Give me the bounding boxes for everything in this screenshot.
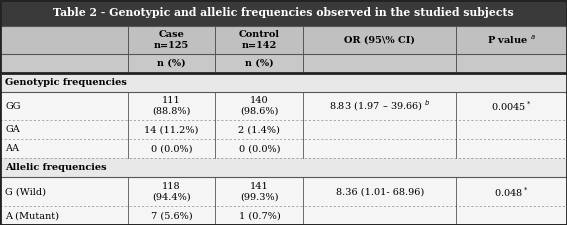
- Bar: [215, 206, 303, 225]
- Text: A (Mutant): A (Mutant): [5, 211, 59, 220]
- Text: 7 (5.6%): 7 (5.6%): [151, 211, 192, 220]
- Bar: [456, 73, 567, 92]
- Bar: [128, 73, 215, 92]
- Bar: [128, 26, 215, 54]
- Bar: [215, 26, 303, 54]
- Bar: [303, 26, 456, 54]
- Text: 118
(94.4%): 118 (94.4%): [152, 182, 191, 201]
- Bar: [456, 177, 567, 206]
- Bar: [215, 54, 303, 73]
- Bar: [0, 158, 128, 177]
- Bar: [0, 73, 128, 92]
- Text: 0.048$^*$: 0.048$^*$: [494, 185, 529, 198]
- Bar: [215, 139, 303, 158]
- Bar: [128, 120, 215, 139]
- Text: G (Wild): G (Wild): [5, 187, 46, 196]
- Text: n (%): n (%): [245, 59, 274, 68]
- Text: 0 (0.0%): 0 (0.0%): [239, 144, 280, 153]
- Text: 8.83 (1.97 – 39.66) $^b$: 8.83 (1.97 – 39.66) $^b$: [329, 99, 431, 113]
- Text: 111
(88.8%): 111 (88.8%): [153, 96, 191, 116]
- Text: 0.0045$^*$: 0.0045$^*$: [492, 99, 532, 113]
- Bar: [128, 92, 215, 120]
- Bar: [456, 158, 567, 177]
- Text: 141
(99.3%): 141 (99.3%): [240, 182, 278, 201]
- Bar: [0, 54, 128, 73]
- Bar: [0, 120, 128, 139]
- Text: GG: GG: [5, 101, 20, 110]
- Bar: [456, 206, 567, 225]
- Bar: [303, 120, 456, 139]
- Text: 14 (11.2%): 14 (11.2%): [145, 125, 198, 134]
- Bar: [0, 139, 128, 158]
- Text: OR (95\% CI): OR (95\% CI): [345, 35, 415, 44]
- Bar: [128, 177, 215, 206]
- Text: 0 (0.0%): 0 (0.0%): [151, 144, 192, 153]
- Text: GA: GA: [5, 125, 20, 134]
- Bar: [0, 206, 128, 225]
- Text: P value $^a$: P value $^a$: [487, 34, 536, 46]
- Bar: [0, 92, 128, 120]
- Bar: [0, 26, 128, 54]
- Text: 1 (0.7%): 1 (0.7%): [239, 211, 280, 220]
- Text: Allelic frequencies: Allelic frequencies: [5, 163, 107, 172]
- Bar: [456, 120, 567, 139]
- Text: 2 (1.4%): 2 (1.4%): [239, 125, 280, 134]
- Bar: [215, 73, 303, 92]
- Text: 8.36 (1.01- 68.96): 8.36 (1.01- 68.96): [336, 187, 424, 196]
- Bar: [128, 139, 215, 158]
- Bar: [303, 206, 456, 225]
- Bar: [303, 158, 456, 177]
- Bar: [215, 158, 303, 177]
- Text: n (%): n (%): [157, 59, 186, 68]
- Text: Table 2 - Genotypic and allelic frequencies observed in the studied subjects: Table 2 - Genotypic and allelic frequenc…: [53, 7, 514, 18]
- Text: AA: AA: [5, 144, 19, 153]
- Bar: [456, 54, 567, 73]
- Bar: [0, 0, 567, 26]
- Text: 140
(98.6%): 140 (98.6%): [240, 96, 278, 116]
- Bar: [128, 158, 215, 177]
- Bar: [128, 206, 215, 225]
- Bar: [303, 54, 456, 73]
- Text: Genotypic frequencies: Genotypic frequencies: [5, 78, 127, 87]
- Bar: [456, 92, 567, 120]
- Bar: [456, 26, 567, 54]
- Bar: [215, 177, 303, 206]
- Text: Case
n=125: Case n=125: [154, 30, 189, 50]
- Bar: [215, 120, 303, 139]
- Bar: [456, 139, 567, 158]
- Bar: [0, 177, 128, 206]
- Bar: [303, 92, 456, 120]
- Bar: [128, 54, 215, 73]
- Bar: [303, 73, 456, 92]
- Text: Control
n=142: Control n=142: [239, 30, 280, 50]
- Bar: [215, 92, 303, 120]
- Bar: [303, 139, 456, 158]
- Bar: [303, 177, 456, 206]
